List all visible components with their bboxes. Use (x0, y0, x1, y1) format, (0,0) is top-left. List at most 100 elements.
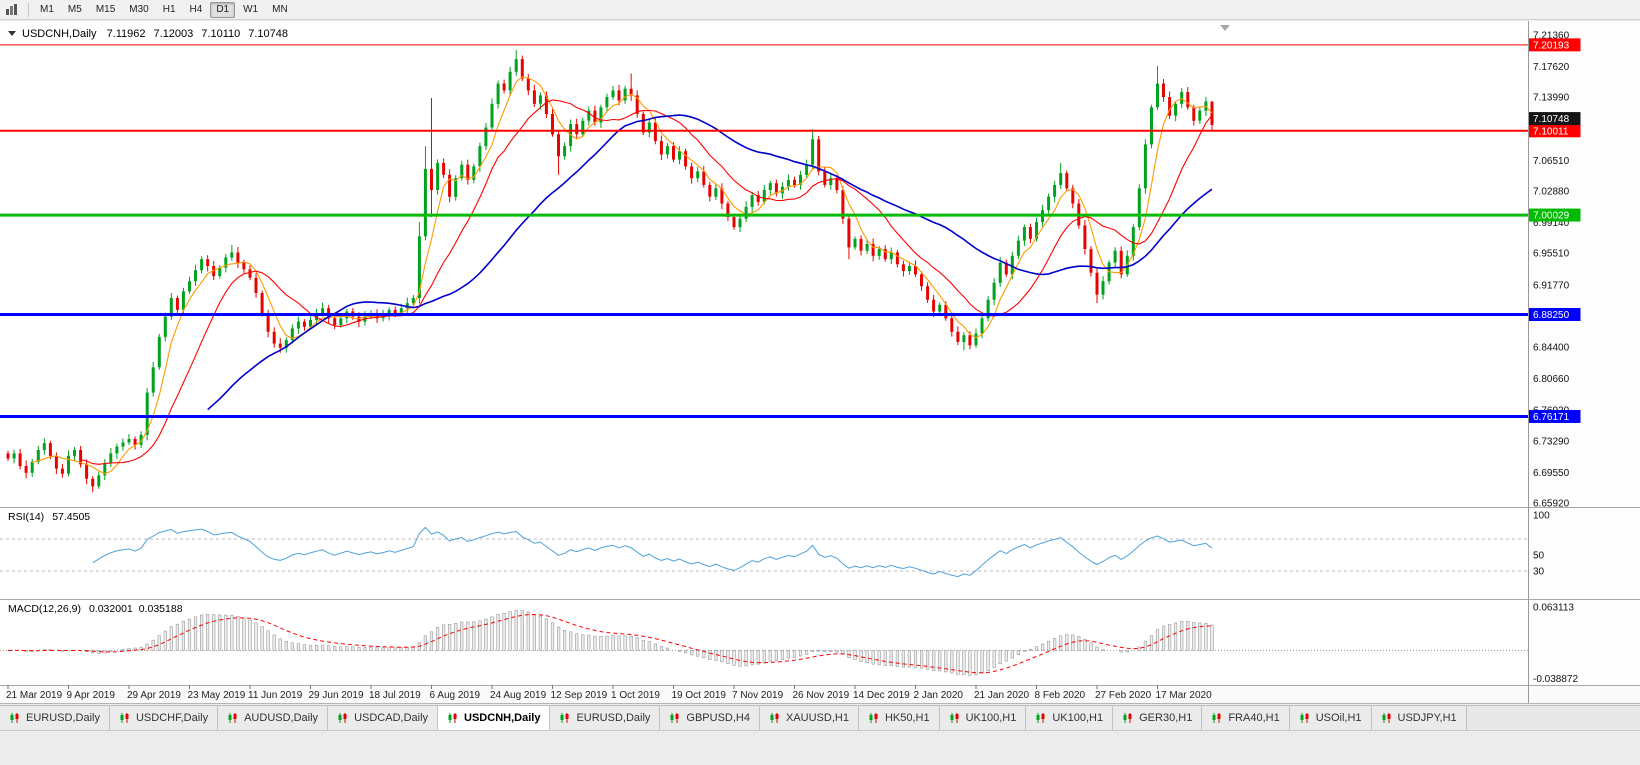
macd-histogram-bar (290, 642, 294, 651)
main-chart[interactable]: USDCNH,Daily 7.11962 7.12003 7.10110 7.10748… (0, 21, 1640, 703)
tab-chart-icon (1212, 713, 1221, 723)
tab-xauusd-h1[interactable]: XAUUSD,H1 (759, 706, 859, 730)
macd-histogram-bar (659, 646, 663, 651)
candle-body (672, 146, 675, 160)
tab-eurusd-daily[interactable]: EURUSD,Daily (0, 706, 110, 730)
current-price-tag (1528, 112, 1581, 126)
macd-histogram-bar (369, 647, 373, 651)
macd-histogram-bar (248, 619, 252, 651)
tab-uk100-h1[interactable]: UK100,H1 (1026, 706, 1114, 730)
macd-histogram-bar (1137, 646, 1141, 651)
tab-chart-icon (10, 713, 19, 723)
candle-body (532, 90, 536, 104)
tab-audusd-daily[interactable]: AUDUSD,Daily (218, 706, 329, 730)
charts-toolbar-icon[interactable] (5, 3, 19, 16)
candle-body (460, 164, 464, 179)
timeframe-button-h4[interactable]: H4 (189, 3, 203, 15)
candle-body (932, 299, 936, 312)
time-axis[interactable] (0, 685, 1640, 703)
timeframe-button-m15[interactable]: M15 (95, 3, 116, 15)
macd-histogram-bar (907, 650, 911, 668)
macd-histogram-bar (242, 617, 246, 651)
macd-histogram-bar (774, 650, 778, 661)
tab-chart-icon (770, 713, 779, 723)
macd-axis-min: -0.038872 (1533, 674, 1578, 685)
timeframe-button-w1[interactable]: W1 (243, 3, 259, 15)
date-label: 19 Oct 2019 (672, 690, 727, 701)
macd-histogram-bar (635, 637, 639, 651)
candle-body (448, 174, 452, 197)
macd-histogram-bar (562, 629, 567, 651)
macd-histogram-bar (780, 650, 784, 660)
macd-histogram-bar (193, 616, 198, 651)
timeframe-button-mn[interactable]: MN (272, 3, 288, 15)
macd-histogram-bar (895, 650, 899, 667)
candle-body (260, 293, 264, 314)
macd-label: MACD(12,26,9) 0.032001 0.035188 (8, 603, 183, 615)
candle-body (865, 244, 869, 251)
candle-body (1113, 250, 1117, 263)
macd-histogram-bar (1204, 622, 1208, 651)
header-symbol: USDCNH,Daily (22, 28, 97, 40)
price-tag-label: 6.76171 (1533, 412, 1570, 423)
tab-ger30-h1[interactable]: GER30,H1 (1113, 706, 1203, 730)
candle-body (290, 328, 294, 341)
tab-hk50-h1[interactable]: HK50,H1 (858, 706, 940, 730)
tab-usdcad-daily[interactable]: USDCAD,Daily (328, 706, 439, 730)
date-label: 1 Oct 2019 (611, 690, 660, 701)
candle-body (817, 139, 821, 172)
tab-chart-icon (560, 713, 569, 723)
candle-body (1131, 227, 1135, 256)
chart-shift-marker[interactable] (1220, 25, 1230, 31)
macd-histogram-bar (611, 635, 615, 651)
candle-body (889, 252, 893, 260)
candle-body (254, 277, 258, 293)
candle-body (1004, 262, 1008, 275)
timeframe-button-m30[interactable]: M30 (129, 3, 149, 15)
macd-histogram-bar (387, 647, 391, 651)
candle-body (750, 195, 754, 207)
candle-body (1192, 107, 1196, 121)
timeframe-button-m5[interactable]: M5 (67, 3, 82, 15)
macd-histogram-bar (145, 643, 149, 651)
candle-body (786, 179, 790, 187)
rsi-axis-label: 50 (1533, 551, 1545, 562)
macd-histogram-bar (381, 647, 385, 651)
timeframe-button-h1[interactable]: H1 (162, 3, 176, 15)
moving-average-5 (32, 76, 1213, 475)
tab-label: USDJPY,H1 (1397, 712, 1457, 724)
tab-usdcnh-daily[interactable]: USDCNH,Daily (438, 706, 551, 730)
tab-usoil-h1[interactable]: USOil,H1 (1289, 706, 1372, 730)
candle-body (339, 318, 343, 326)
timeframe-button-d1[interactable]: D1 (210, 1, 236, 18)
macd-histogram-bar (1198, 622, 1202, 651)
candle-body (79, 450, 83, 465)
tab-chart-icon (869, 713, 878, 723)
candle-body (502, 83, 506, 91)
candle-body (514, 59, 518, 72)
candle-body (302, 321, 306, 327)
candle-body (1065, 173, 1069, 189)
tab-gbpusd-h4[interactable]: GBPUSD,H4 (660, 706, 760, 730)
macd-histogram-bar (702, 650, 706, 659)
macd-histogram-bar (1083, 638, 1087, 651)
tab-usdchf-daily[interactable]: USDCHF,Daily (109, 706, 219, 730)
tab-usdjpy-h1[interactable]: USDJPY,H1 (1371, 706, 1467, 730)
candle-body (115, 446, 119, 454)
candle-body (1198, 110, 1202, 121)
tab-eurusd-daily[interactable]: EURUSD,Daily (550, 706, 661, 730)
price-tick-label: 6.95510 (1533, 249, 1570, 260)
candle-body (780, 186, 784, 194)
macd-histogram-bar (460, 621, 464, 651)
tab-fra40-h1[interactable]: FRA40,H1 (1202, 706, 1290, 730)
macd-histogram-bar (339, 646, 343, 651)
macd-histogram-bar (1155, 629, 1160, 651)
candle-body (665, 146, 669, 155)
candle-body (678, 151, 681, 160)
macd-histogram-bar (544, 618, 548, 651)
macd-histogram-bar (109, 650, 113, 653)
symbol-dropdown-icon[interactable] (8, 31, 16, 36)
timeframe-button-m1[interactable]: M1 (40, 3, 54, 15)
tab-uk100-h1[interactable]: UK100,H1 (939, 706, 1027, 730)
candle-body (181, 291, 185, 310)
